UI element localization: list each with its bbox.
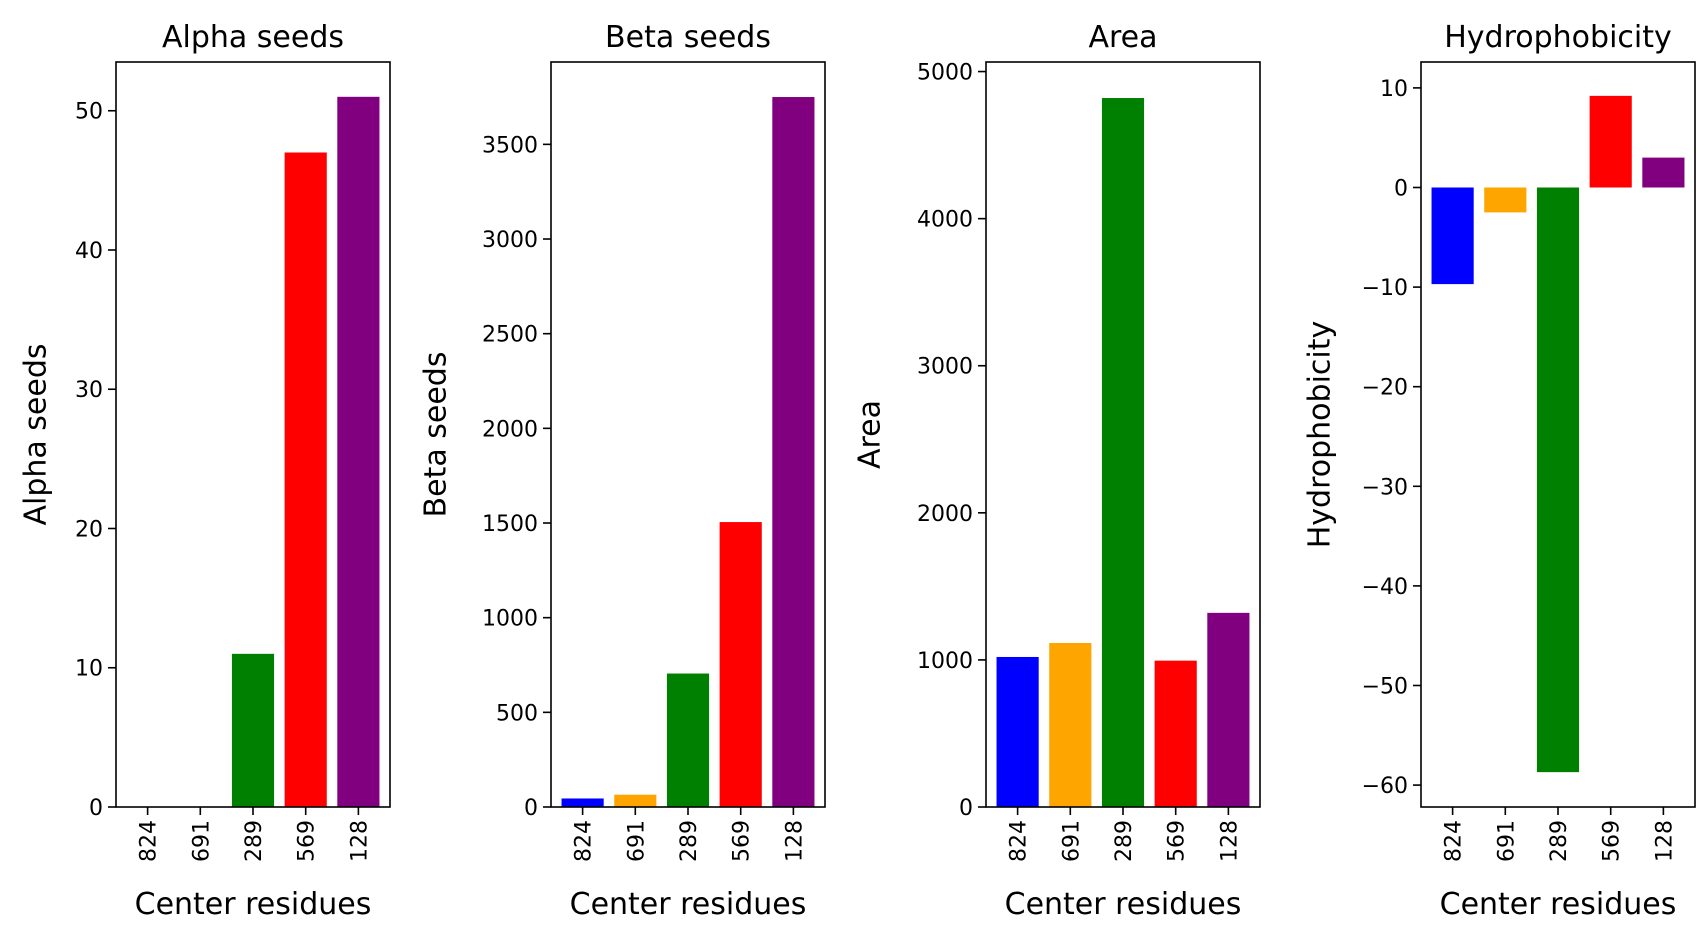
y-tick-label: 2000 bbox=[482, 417, 538, 442]
x-tick-label: 128 bbox=[347, 820, 372, 862]
y-tick-label: 30 bbox=[75, 378, 103, 403]
y-tick-label: 0 bbox=[89, 796, 103, 821]
y-tick-label: 50 bbox=[75, 100, 103, 125]
x-tick-label: 824 bbox=[1007, 820, 1032, 862]
y-axis-title: Alpha seeds bbox=[19, 343, 54, 525]
y-tick-label: −10 bbox=[1362, 276, 1408, 301]
y-tick-label: −60 bbox=[1362, 774, 1408, 799]
x-tick-label: 128 bbox=[1217, 820, 1242, 862]
subplot-2: 0 1000 2000 3000 4000 5000 824 691 289 569 128 Area… bbox=[853, 20, 1261, 922]
bar-824 bbox=[561, 798, 604, 807]
bar-128 bbox=[1207, 612, 1250, 807]
y-tick-label: −40 bbox=[1362, 575, 1408, 600]
bar-569 bbox=[1154, 660, 1197, 807]
x-axis-title: Center residues bbox=[570, 887, 807, 922]
bar-128 bbox=[1642, 157, 1685, 188]
y-tick-label: 3000 bbox=[917, 355, 973, 380]
x-tick-label: 569 bbox=[730, 820, 755, 862]
y-tick-label: 1000 bbox=[482, 607, 538, 632]
y-tick-label: 3500 bbox=[482, 133, 538, 158]
x-axis-title: Center residues bbox=[1440, 887, 1677, 922]
y-tick-label: −30 bbox=[1362, 475, 1408, 500]
y-tick-label: 0 bbox=[524, 796, 538, 821]
bar-128 bbox=[337, 96, 380, 807]
y-tick-label: 2500 bbox=[482, 323, 538, 348]
x-tick-label: 824 bbox=[137, 820, 162, 862]
subplot-1: 0 500 1000 1500 2000 2500 3000 3500 824 691 289 569… bbox=[419, 20, 826, 922]
x-tick-label: 289 bbox=[242, 820, 267, 862]
x-tick-label: 824 bbox=[1442, 820, 1467, 862]
x-tick-label: 289 bbox=[677, 820, 702, 862]
x-tick-label: 128 bbox=[782, 820, 807, 862]
bar-569 bbox=[284, 152, 327, 807]
y-tick-label: 500 bbox=[496, 701, 538, 726]
x-tick-label: 569 bbox=[1165, 820, 1190, 862]
y-axis-title: Area bbox=[853, 400, 888, 469]
y-tick-label: 10 bbox=[1380, 77, 1408, 102]
x-tick-label: 691 bbox=[189, 820, 214, 862]
y-tick-label: 20 bbox=[75, 517, 103, 542]
bar-824 bbox=[996, 656, 1039, 807]
y-axis-title: Hydrophobicity bbox=[1303, 321, 1338, 549]
x-tick-label: 569 bbox=[295, 820, 320, 862]
x-tick-label: 691 bbox=[1059, 820, 1084, 862]
y-tick-label: −20 bbox=[1362, 376, 1408, 401]
bar-289 bbox=[1101, 98, 1145, 808]
subplot-title: Area bbox=[1088, 20, 1157, 55]
bar-569 bbox=[719, 522, 762, 807]
y-axis-title: Beta seeds bbox=[419, 352, 454, 518]
y-tick-label: 40 bbox=[75, 239, 103, 264]
y-tick-label: 1000 bbox=[917, 649, 973, 674]
x-tick-label: 691 bbox=[624, 820, 649, 862]
bar-691 bbox=[1049, 642, 1092, 807]
subplot-title: Alpha seeds bbox=[162, 20, 344, 55]
x-axis-title: Center residues bbox=[135, 887, 372, 922]
y-tick-label: 3000 bbox=[482, 228, 538, 253]
bar-691 bbox=[614, 794, 657, 807]
y-tick-label: 10 bbox=[75, 657, 103, 682]
y-tick-label: 2000 bbox=[917, 502, 973, 527]
bar-824 bbox=[1431, 187, 1474, 285]
x-tick-label: 824 bbox=[572, 820, 597, 862]
y-tick-label: −50 bbox=[1362, 674, 1408, 699]
x-tick-label: 289 bbox=[1547, 820, 1572, 862]
subplot-title: Hydrophobicity bbox=[1444, 20, 1672, 55]
bar-128 bbox=[772, 97, 815, 808]
bar-289 bbox=[666, 673, 710, 807]
x-axis-title: Center residues bbox=[1005, 887, 1242, 922]
x-tick-label: 691 bbox=[1494, 820, 1519, 862]
bar-691 bbox=[1484, 187, 1527, 213]
x-tick-label: 128 bbox=[1652, 820, 1677, 862]
subplot-3: −60 −50 −40 −30 −20 −10 0 10 824 691 289 569 128 Hydr… bbox=[1303, 20, 1696, 922]
x-tick-label: 289 bbox=[1112, 820, 1137, 862]
bar-289 bbox=[1536, 187, 1580, 773]
y-tick-label: 0 bbox=[959, 796, 973, 821]
y-tick-label: 4000 bbox=[917, 208, 973, 233]
bar-289 bbox=[231, 653, 275, 807]
y-tick-label: 0 bbox=[1394, 176, 1408, 201]
subplot-title: Beta seeds bbox=[605, 20, 771, 55]
y-tick-label: 1500 bbox=[482, 512, 538, 537]
bar-569 bbox=[1589, 95, 1632, 188]
subplot-0: 0 10 20 30 40 50 824 691 289 569 128 Alpha seeds Cen… bbox=[19, 20, 391, 922]
x-tick-label: 569 bbox=[1600, 820, 1625, 862]
y-tick-label: 5000 bbox=[917, 61, 973, 86]
